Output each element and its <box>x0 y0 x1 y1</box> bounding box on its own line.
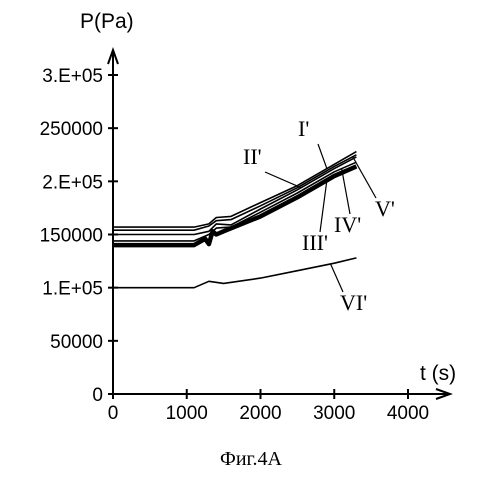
x-tick-label: 2000 <box>239 403 281 424</box>
axes: 0 50000 1.E+05 150000 2.E+05 250000 3.E+05 0 100… <box>40 50 450 424</box>
series-line-2 <box>113 157 356 235</box>
series-label: V' <box>375 196 395 221</box>
series-label: III' <box>302 230 328 255</box>
series-label: IV' <box>334 212 361 237</box>
figure-caption: Фиг.4А <box>0 448 502 471</box>
y-tick-label: 250000 <box>40 119 103 140</box>
series-label-leader <box>320 180 327 232</box>
series-label-leader <box>342 169 350 214</box>
y-tick-label: 50000 <box>50 332 103 353</box>
x-tick-label: 4000 <box>387 403 429 424</box>
series-line-5 <box>113 155 356 230</box>
y-tick-label: 0 <box>92 385 103 406</box>
y-tick-label: 3.E+05 <box>42 66 103 87</box>
y-axis-title: P(Pa) <box>80 10 134 33</box>
series-label-leader <box>331 264 343 292</box>
pressure-time-chart: 0 50000 1.E+05 150000 2.E+05 250000 3.E+05 0 100… <box>0 0 502 440</box>
x-axis-title: t (s) <box>420 362 456 385</box>
series-line-6 <box>113 258 356 288</box>
y-tick-label: 1.E+05 <box>42 279 103 300</box>
series-label-leader <box>265 172 301 188</box>
series-label: VI' <box>340 290 367 315</box>
series-label: II' <box>243 144 262 169</box>
series-label: I' <box>298 116 309 141</box>
series-line-1 <box>113 152 356 228</box>
x-tick-label: 3000 <box>313 403 355 424</box>
series-lines <box>113 152 356 288</box>
y-tick-label: 2.E+05 <box>42 172 103 193</box>
x-tick-label: 0 <box>108 403 119 424</box>
y-tick-label: 150000 <box>40 226 103 247</box>
series-label-leader <box>318 144 327 169</box>
x-tick-label: 1000 <box>166 403 208 424</box>
series-label-leader <box>353 157 376 198</box>
